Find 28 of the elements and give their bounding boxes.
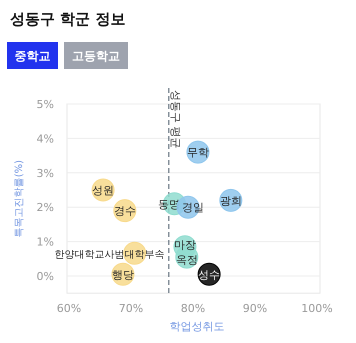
- data-label: 옥정: [176, 253, 198, 266]
- x-axis-title: 학업성취도: [170, 320, 224, 333]
- x-tick-label: 60%: [56, 302, 82, 316]
- data-label: 경일: [182, 201, 204, 214]
- ref-line-label: 성동구 평균: [168, 90, 182, 148]
- data-label: 무학: [186, 146, 209, 160]
- button: 중학교: [7, 42, 58, 69]
- x-tick-label: 80%: [180, 302, 206, 316]
- data-label: 마장: [174, 238, 196, 252]
- x-tick-label: 100%: [301, 302, 333, 316]
- y-tick-label: 2%: [36, 201, 54, 214]
- x-tick-label: 70%: [118, 302, 144, 316]
- data-label: 동명: [158, 198, 180, 211]
- data-label: 성원: [92, 184, 114, 197]
- data-label: 경수: [114, 204, 136, 218]
- chart-title: 성동구 학군 정보: [10, 10, 126, 28]
- y-tick-label: 3%: [36, 166, 54, 180]
- data-label: 행당: [112, 268, 134, 282]
- y-axis-title: 특목고진학률(%): [14, 160, 25, 238]
- data-label: 한양대학교사범대학부속: [54, 249, 165, 260]
- y-tick-label: 4%: [36, 132, 54, 146]
- button: 고등학교: [64, 42, 128, 69]
- y-tick-label: 1%: [36, 236, 54, 249]
- y-tick-label: 0%: [36, 270, 54, 283]
- data-label: 성수: [198, 268, 220, 282]
- x-tick-label: 90%: [242, 302, 268, 316]
- data-label: 광희: [220, 194, 242, 208]
- y-tick-label: 5%: [36, 98, 54, 111]
